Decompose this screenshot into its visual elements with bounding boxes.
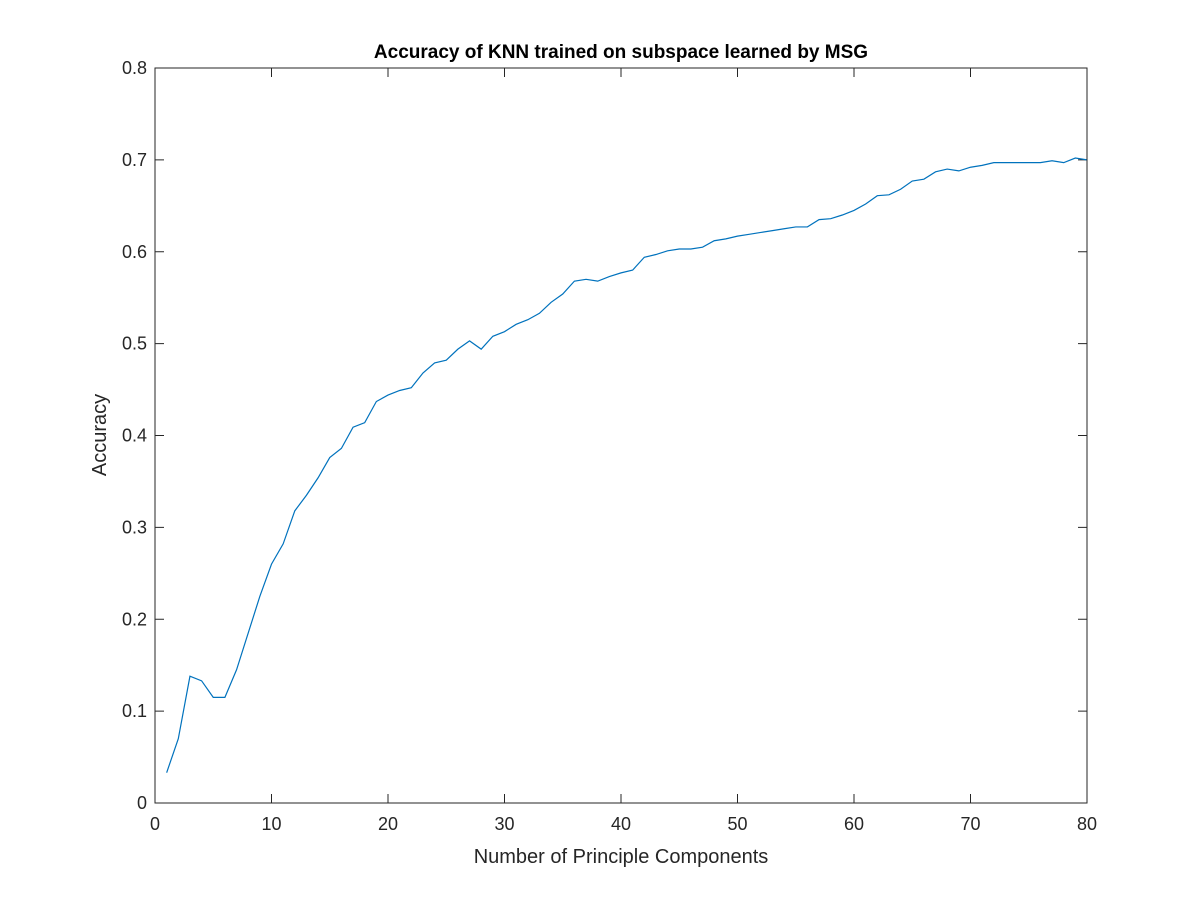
x-ticks: 0 10 20 30 40 50 60 70 80 [150,68,1097,834]
y-axis-label: Accuracy [89,394,111,476]
chart-title: Accuracy of KNN trained on subspace lear… [374,42,868,63]
y-tick-label: 0.1 [122,701,147,721]
x-tick-label: 20 [378,814,398,834]
accuracy-series-line [166,157,1088,773]
y-tick-label: 0.2 [122,609,147,629]
y-ticks: 0 0.1 0.2 0.3 0.4 0.5 0.6 0.7 0.8 [122,58,1087,813]
y-tick-label: 0.7 [122,150,147,170]
x-tick-label: 80 [1077,814,1097,834]
y-tick-label: 0.3 [122,517,147,537]
y-tick-label: 0.8 [122,58,147,78]
y-tick-label: 0.5 [122,334,147,354]
x-tick-label: 70 [960,814,980,834]
plot-area-background [155,68,1087,803]
x-tick-label: 0 [150,814,160,834]
plot-area-frame [154,67,1088,804]
x-tick-label: 10 [261,814,281,834]
y-tick-label: 0 [137,793,147,813]
y-tick-label: 0.6 [122,242,147,262]
x-tick-label: 30 [494,814,514,834]
x-tick-label: 50 [727,814,747,834]
y-tick-label: 0.4 [122,426,147,446]
x-tick-label: 60 [844,814,864,834]
x-tick-label: 40 [611,814,631,834]
x-axis-label: Number of Principle Components [474,846,769,868]
